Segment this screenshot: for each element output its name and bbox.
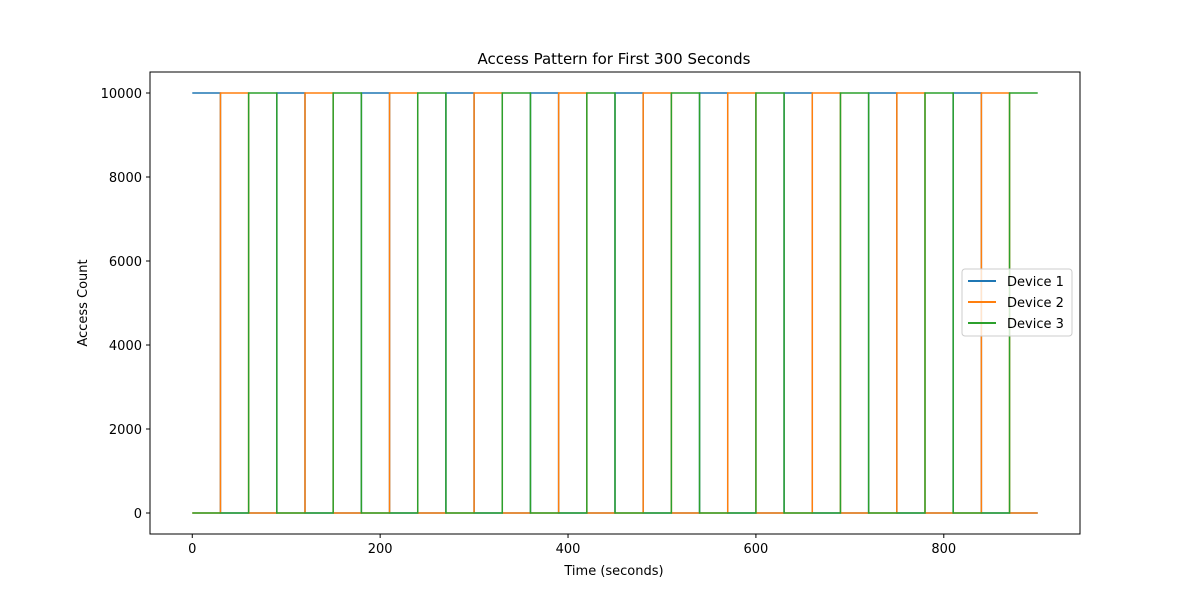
legend-label-2: Device 2	[1007, 296, 1064, 311]
y-tick-label: 8000	[109, 171, 142, 186]
y-tick-label: 10000	[101, 87, 142, 102]
x-axis: 0 200 400 600 800	[188, 534, 956, 557]
y-tick-label: 2000	[109, 423, 142, 438]
legend-label-3: Device 3	[1007, 317, 1064, 332]
y-axis-label: Access Count	[76, 259, 91, 346]
y-tick-label: 6000	[109, 255, 142, 270]
chart-title: Access Pattern for First 300 Seconds	[478, 50, 751, 68]
legend-label-1: Device 1	[1007, 275, 1064, 290]
series-line-3	[192, 92, 1038, 514]
x-tick-label: 0	[188, 542, 196, 557]
x-tick-label: 600	[743, 542, 768, 557]
legend: Device 1 Device 2 Device 3	[961, 268, 1073, 337]
y-tick-label: 0	[134, 507, 142, 522]
x-tick-label: 800	[931, 542, 956, 557]
y-axis: 0 2000 4000 6000 8000 10000	[101, 87, 150, 522]
x-tick-label: 200	[368, 542, 393, 557]
plot-area-frame	[149, 71, 1081, 535]
legend-frame	[961, 268, 1073, 337]
x-axis-label: Time (seconds)	[563, 564, 663, 579]
x-tick-label: 400	[556, 542, 581, 557]
y-tick-label: 4000	[109, 339, 142, 354]
plot-lines	[192, 92, 1038, 514]
